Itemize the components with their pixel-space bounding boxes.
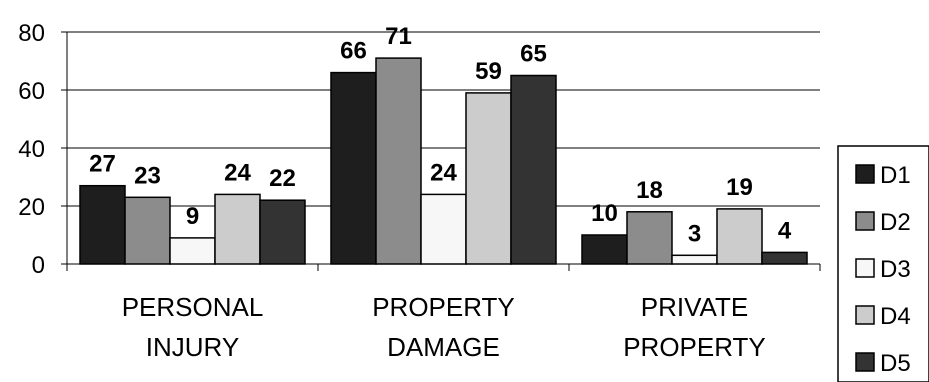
bar-d4-1	[214, 193, 261, 265]
data-label: 23	[134, 162, 161, 189]
bar-d2-3	[626, 211, 673, 265]
bar-d1-2	[330, 71, 377, 265]
bar-d3-3	[671, 254, 718, 265]
data-label: 9	[186, 203, 199, 230]
data-label: 19	[726, 174, 753, 201]
data-label: 24	[224, 159, 251, 186]
legend-label: D4	[880, 303, 911, 330]
legend-swatch-d3	[855, 258, 875, 278]
category-label: PROPERTY	[623, 332, 766, 362]
y-tick-label: 60	[18, 78, 45, 105]
axes	[61, 31, 821, 271]
category-label: PERSONAL	[122, 292, 264, 322]
bar-d5-3	[761, 251, 808, 265]
bars	[79, 57, 808, 265]
legend-swatch-d1	[855, 164, 875, 184]
bar-d5-1	[259, 199, 306, 265]
legend-swatch-d4	[855, 305, 875, 325]
category-label: PROPERTY	[372, 292, 515, 322]
legend: D1 D2 D3 D4 D5	[837, 145, 929, 382]
legend-label: D1	[880, 162, 911, 189]
bar-d4-2	[465, 92, 512, 265]
data-label: 4	[778, 217, 792, 244]
y-tick-labels: 0 20 40 60 80	[18, 20, 45, 279]
category-label: INJURY	[146, 332, 239, 362]
bar-d2-1	[124, 196, 171, 265]
category-label: PRIVATE	[641, 292, 748, 322]
bar-d5-2	[510, 74, 557, 265]
legend-swatch-d5	[855, 352, 875, 372]
y-tick-label: 0	[32, 252, 45, 279]
data-label: 22	[269, 165, 296, 192]
bar-d1-3	[581, 234, 628, 265]
bar-d1-1	[79, 184, 126, 265]
y-tick-label: 80	[18, 20, 45, 47]
data-label: 66	[340, 38, 367, 65]
data-label: 59	[475, 58, 502, 85]
bar-d3-1	[169, 237, 216, 265]
legend-label: D5	[880, 350, 911, 377]
category-label: DAMAGE	[387, 332, 500, 362]
legend-swatch-d2	[855, 211, 875, 231]
data-label: 71	[385, 23, 412, 50]
bar-d2-2	[375, 57, 422, 265]
data-label: 18	[636, 177, 663, 204]
data-labels: 27 23 9 24 22 66 71 24 59 65 10 18 3 19 4	[89, 23, 792, 247]
legend-box	[837, 145, 929, 382]
bar-d3-2	[420, 193, 467, 265]
y-tick-label: 40	[18, 136, 45, 163]
category-labels: PERSONAL INJURY PROPERTY DAMAGE PRIVATE PROPE…	[122, 292, 766, 362]
data-label: 27	[89, 151, 116, 178]
bar-d4-3	[716, 208, 763, 265]
legend-label: D3	[880, 256, 911, 283]
legend-label: D2	[880, 209, 911, 236]
data-label: 24	[430, 159, 457, 186]
data-label: 65	[520, 41, 547, 68]
data-label: 3	[688, 220, 701, 247]
data-label: 10	[591, 200, 618, 227]
y-tick-label: 20	[18, 194, 45, 221]
